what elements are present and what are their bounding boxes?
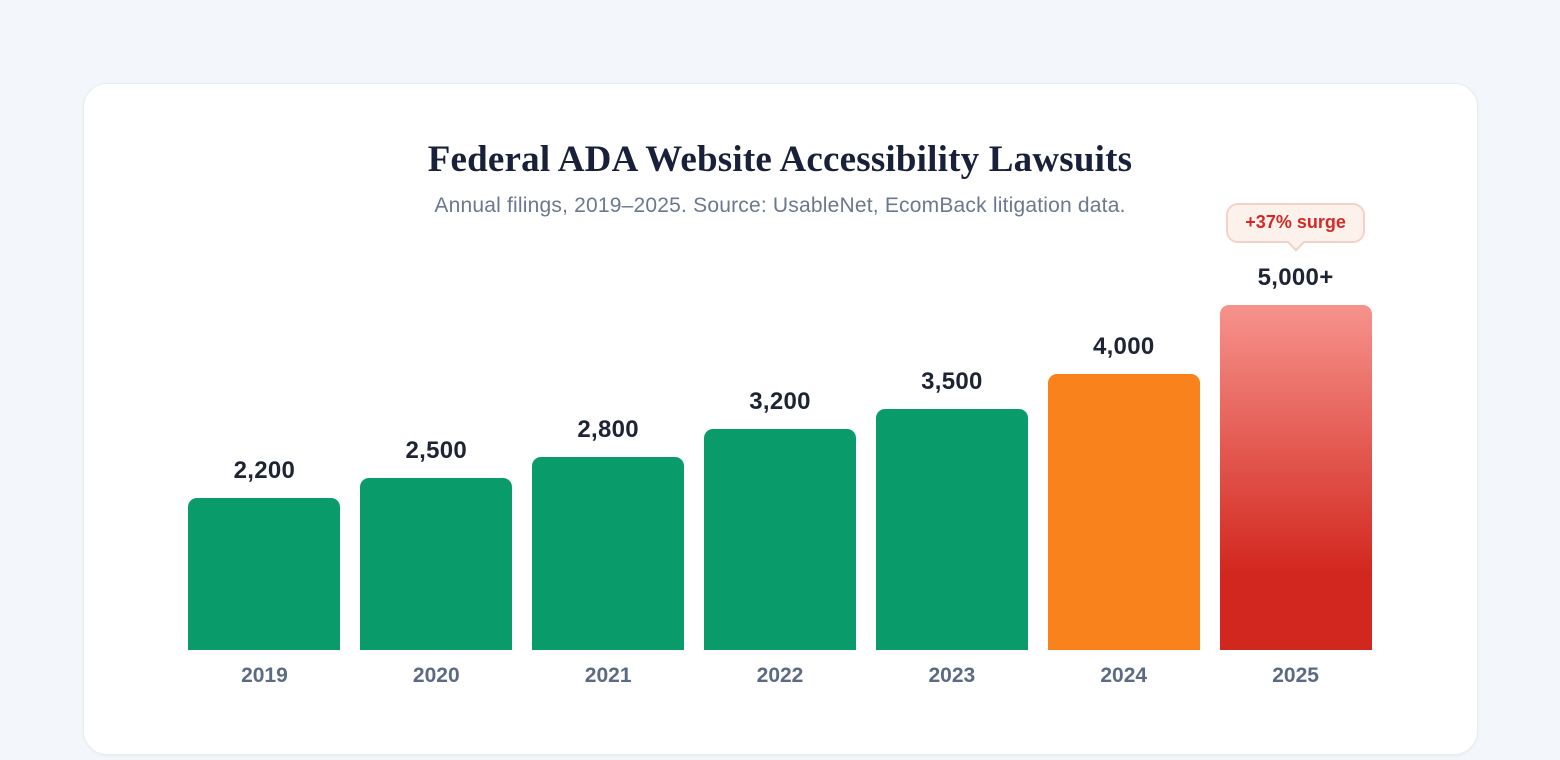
- bar-2020: [360, 477, 513, 650]
- badge-pointer-icon: [1287, 234, 1305, 252]
- bar-column-2023: 3,500 2023: [866, 202, 1038, 700]
- bar-2023: [875, 408, 1028, 650]
- bar-column-2022: 3,200 2022: [694, 202, 866, 700]
- bar-value-label-2021: 2,800: [577, 415, 639, 443]
- bar-2024: [1047, 374, 1200, 650]
- bar-value-label-2020: 2,500: [405, 436, 468, 464]
- x-axis-label-2020: 2020: [412, 664, 460, 687]
- bar-2019: [188, 498, 341, 650]
- x-axis-label-2019: 2019: [241, 664, 288, 687]
- bar-column-2019: 2,200 2019: [179, 202, 351, 700]
- chart-title: Federal ADA Website Accessibility Lawsui…: [427, 139, 1133, 180]
- chart-subtitle: Annual filings, 2019–2025. Source: Usabl…: [434, 194, 1126, 217]
- bar-column-2024: 4,000 2024: [1038, 202, 1210, 700]
- bar-chart: 2,200 2019 2,500 2020 2,800 2021 3,200 2022 3,50…: [84, 202, 1477, 700]
- bar-column-2025: +37% surge 5,000+ 2025: [1210, 202, 1382, 700]
- bar-value-label-2023: 3,500: [921, 367, 983, 395]
- bar-column-2020: 2,500 2020: [350, 202, 522, 700]
- bar-2021: [532, 456, 685, 650]
- x-axis-label-2025: 2025: [1272, 664, 1319, 687]
- bar-2025: [1219, 305, 1372, 650]
- bar-2022: [704, 429, 856, 650]
- x-axis-label-2023: 2023: [928, 664, 976, 687]
- bar-column-2021: 2,800 2021: [522, 202, 694, 700]
- bar-value-label-2024: 4,000: [1092, 333, 1155, 360]
- surge-badge: +37% surge: [1226, 203, 1365, 252]
- x-axis-label-2021: 2021: [584, 664, 632, 687]
- bar-value-label-2019: 2,200: [233, 457, 296, 485]
- x-axis-label-2022: 2022: [756, 664, 804, 687]
- bar-value-label-2022: 3,200: [749, 388, 811, 416]
- chart-card: Federal ADA Website Accessibility Lawsui…: [82, 83, 1478, 755]
- x-axis-label-2024: 2024: [1100, 664, 1148, 687]
- bar-value-label-2025: 5,000+: [1257, 264, 1334, 291]
